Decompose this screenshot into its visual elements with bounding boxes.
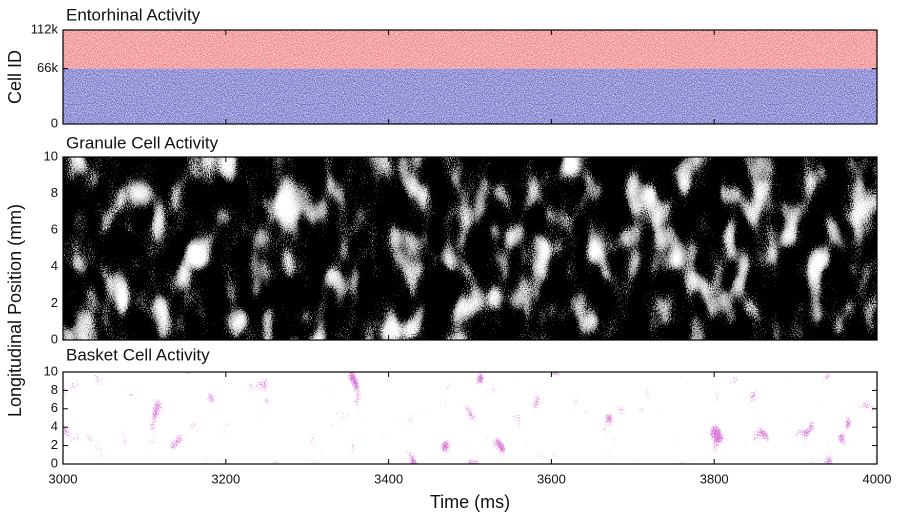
y-axis-label: Cell ID bbox=[5, 50, 25, 104]
plot-area bbox=[63, 372, 877, 464]
axes-frame bbox=[62, 371, 878, 465]
y-axis-label: Longitudinal Position (mm) bbox=[5, 204, 25, 417]
x-tick-label: 3600 bbox=[537, 471, 566, 486]
y-tick-label: 6 bbox=[51, 222, 58, 237]
y-tick-label: 8 bbox=[51, 185, 58, 200]
x-tick-label: 4000 bbox=[863, 471, 892, 486]
blob-texture bbox=[63, 372, 877, 464]
y-tick-label: 66k bbox=[37, 60, 58, 75]
panel: Basket Cell Activity 0 2 4 6 8 10 3000 3200 3400 3… bbox=[44, 30, 892, 512]
y-tick-label: 4 bbox=[51, 258, 58, 273]
y-tick-label: 2 bbox=[51, 437, 58, 452]
plot-area bbox=[63, 157, 877, 340]
y-tick-label: 112k bbox=[31, 21, 59, 36]
panel: Entorhinal Activity 0 66k 112k Cell ID bbox=[5, 5, 878, 130]
density-texture bbox=[63, 157, 877, 340]
panel-title: Granule Cell Activity bbox=[66, 133, 219, 152]
x-tick-label: 3000 bbox=[49, 471, 78, 486]
axes-frame bbox=[62, 29, 878, 125]
y-tick-label: 6 bbox=[51, 400, 58, 415]
y-tick-label: 2 bbox=[51, 295, 58, 310]
spike-texture bbox=[63, 30, 877, 124]
y-tick-label: 4 bbox=[51, 419, 58, 434]
plot-area bbox=[63, 30, 877, 124]
x-tick-label: 3400 bbox=[374, 471, 403, 486]
y-tick-label: 0 bbox=[51, 115, 58, 130]
y-tick-label: 10 bbox=[44, 363, 58, 378]
y-tick-label: 0 bbox=[51, 331, 58, 346]
panel-title: Basket Cell Activity bbox=[66, 345, 210, 364]
x-axis-label: Time (ms) bbox=[430, 492, 510, 512]
y-tick-label: 0 bbox=[51, 455, 58, 470]
x-tick-label: 3200 bbox=[211, 471, 240, 486]
panel: Granule Cell Activity 0 2 4 6 8 10 Longitudinal… bbox=[5, 133, 878, 417]
y-tick-label: 8 bbox=[51, 382, 58, 397]
panel-title: Entorhinal Activity bbox=[66, 5, 201, 24]
x-tick-label: 3800 bbox=[700, 471, 729, 486]
axes-frame bbox=[62, 156, 878, 341]
y-tick-label: 10 bbox=[44, 148, 58, 163]
